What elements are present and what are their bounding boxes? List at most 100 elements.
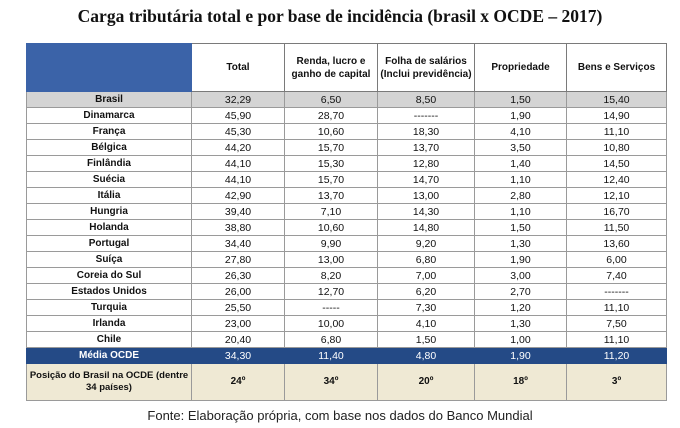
country-cell: Irlanda xyxy=(26,315,192,332)
table-row: Finlândia 44,10 15,30 12,80 1,40 14,50 xyxy=(26,155,667,172)
bens-servicos-cell: 3º xyxy=(566,363,667,401)
table-row: França 45,30 10,60 18,30 4,10 11,10 xyxy=(26,123,667,140)
propriedade-cell: 18º xyxy=(474,363,567,401)
propriedade-cell: 4,10 xyxy=(474,123,567,140)
total-cell: 39,40 xyxy=(191,203,285,220)
table-row: Suécia 44,10 15,70 14,70 1,10 12,40 xyxy=(26,171,667,188)
folha-cell: 6,80 xyxy=(377,251,475,268)
table-row: Estados Unidos 26,00 12,70 6,20 2,70 ------- xyxy=(26,283,667,300)
table-row: Itália 42,90 13,70 13,00 2,80 12,10 xyxy=(26,187,667,204)
bens-servicos-cell: 13,60 xyxy=(566,235,667,252)
folha-cell: 7,00 xyxy=(377,267,475,284)
table-row: Hungria 39,40 7,10 14,30 1,10 16,70 xyxy=(26,203,667,220)
total-cell: 34,30 xyxy=(191,347,285,364)
total-cell: 45,90 xyxy=(191,107,285,124)
total-cell: 45,30 xyxy=(191,123,285,140)
bens-servicos-cell: 7,50 xyxy=(566,315,667,332)
folha-cell: 8,50 xyxy=(377,91,475,108)
folha-cell: 4,10 xyxy=(377,315,475,332)
bens-servicos-cell: 16,70 xyxy=(566,203,667,220)
renda-cell: 6,80 xyxy=(284,331,378,348)
total-cell: 24º xyxy=(191,363,285,401)
propriedade-cell: 1,30 xyxy=(474,315,567,332)
country-cell: Dinamarca xyxy=(26,107,192,124)
renda-cell: 28,70 xyxy=(284,107,378,124)
renda-cell: 8,20 xyxy=(284,267,378,284)
table-row-posicao-brasil: Posição do Brasil na OCDE (dentre 34 paí… xyxy=(26,363,667,401)
table-row: Turquia 25,50 ----- 7,30 1,20 11,10 xyxy=(26,299,667,316)
total-cell: 32,29 xyxy=(191,91,285,108)
folha-cell: 12,80 xyxy=(377,155,475,172)
total-cell: 27,80 xyxy=(191,251,285,268)
folha-cell: ------- xyxy=(377,107,475,124)
propriedade-cell: 1,30 xyxy=(474,235,567,252)
country-cell: Posição do Brasil na OCDE (dentre 34 paí… xyxy=(26,363,192,401)
source-note: Fonte: Elaboração própria, com base nos … xyxy=(147,408,533,423)
propriedade-cell: 1,00 xyxy=(474,331,567,348)
bens-servicos-cell: 11,50 xyxy=(566,219,667,236)
total-cell: 44,20 xyxy=(191,139,285,156)
country-cell: Suécia xyxy=(26,171,192,188)
renda-cell: 15,70 xyxy=(284,139,378,156)
propriedade-cell: 1,90 xyxy=(474,347,567,364)
country-cell: Portugal xyxy=(26,235,192,252)
bens-servicos-cell: 7,40 xyxy=(566,267,667,284)
total-cell: 42,90 xyxy=(191,187,285,204)
propriedade-cell: 1,40 xyxy=(474,155,567,172)
renda-cell: 34º xyxy=(284,363,378,401)
country-cell: Hungria xyxy=(26,203,192,220)
bens-servicos-cell: 11,10 xyxy=(566,331,667,348)
renda-cell: 10,60 xyxy=(284,123,378,140)
propriedade-cell: 1,10 xyxy=(474,203,567,220)
renda-cell: 13,70 xyxy=(284,187,378,204)
folha-cell: 18,30 xyxy=(377,123,475,140)
renda-cell: 15,70 xyxy=(284,171,378,188)
table-row: Portugal 34,40 9,90 9,20 1,30 13,60 xyxy=(26,235,667,252)
total-cell: 26,30 xyxy=(191,267,285,284)
header-renda: Renda, lucro e ganho de capital xyxy=(284,43,378,92)
bens-servicos-cell: 11,10 xyxy=(566,299,667,316)
total-cell: 23,00 xyxy=(191,315,285,332)
bens-servicos-cell: 10,80 xyxy=(566,139,667,156)
tax-burden-table: Total Renda, lucro e ganho de capital Fo… xyxy=(26,43,667,401)
header-propriedade: Propriedade xyxy=(474,43,567,92)
country-cell: Holanda xyxy=(26,219,192,236)
renda-cell: 7,10 xyxy=(284,203,378,220)
header-folha: Folha de salários (Inclui previdência) xyxy=(377,43,475,92)
bens-servicos-cell: 14,90 xyxy=(566,107,667,124)
total-cell: 26,00 xyxy=(191,283,285,300)
country-cell: Turquia xyxy=(26,299,192,316)
country-cell: Média OCDE xyxy=(26,347,192,364)
total-cell: 38,80 xyxy=(191,219,285,236)
folha-cell: 14,80 xyxy=(377,219,475,236)
country-cell: Estados Unidos xyxy=(26,283,192,300)
bens-servicos-cell: 11,10 xyxy=(566,123,667,140)
total-cell: 44,10 xyxy=(191,155,285,172)
table-row: Bélgica 44,20 15,70 13,70 3,50 10,80 xyxy=(26,139,667,156)
renda-cell: 9,90 xyxy=(284,235,378,252)
table-row-media-ocde: Média OCDE 34,30 11,40 4,80 1,90 11,20 xyxy=(26,347,667,364)
propriedade-cell: 3,50 xyxy=(474,139,567,156)
table-row: Dinamarca 45,90 28,70 ------- 1,90 14,90 xyxy=(26,107,667,124)
bens-servicos-cell: ------- xyxy=(566,283,667,300)
bens-servicos-cell: 12,10 xyxy=(566,187,667,204)
table-row: Suíça 27,80 13,00 6,80 1,90 6,00 xyxy=(26,251,667,268)
table-row: Coreia do Sul 26,30 8,20 7,00 3,00 7,40 xyxy=(26,267,667,284)
propriedade-cell: 2,80 xyxy=(474,187,567,204)
propriedade-cell: 1,50 xyxy=(474,219,567,236)
propriedade-cell: 2,70 xyxy=(474,283,567,300)
folha-cell: 14,70 xyxy=(377,171,475,188)
propriedade-cell: 1,20 xyxy=(474,299,567,316)
folha-cell: 9,20 xyxy=(377,235,475,252)
renda-cell: 15,30 xyxy=(284,155,378,172)
bens-servicos-cell: 14,50 xyxy=(566,155,667,172)
table-row-brasil: Brasil 32,29 6,50 8,50 1,50 15,40 xyxy=(26,91,667,108)
country-cell: Coreia do Sul xyxy=(26,267,192,284)
folha-cell: 1,50 xyxy=(377,331,475,348)
renda-cell: 6,50 xyxy=(284,91,378,108)
folha-cell: 14,30 xyxy=(377,203,475,220)
total-cell: 34,40 xyxy=(191,235,285,252)
country-cell: Finlândia xyxy=(26,155,192,172)
header-corner-cell xyxy=(26,43,192,92)
country-cell: Bélgica xyxy=(26,139,192,156)
